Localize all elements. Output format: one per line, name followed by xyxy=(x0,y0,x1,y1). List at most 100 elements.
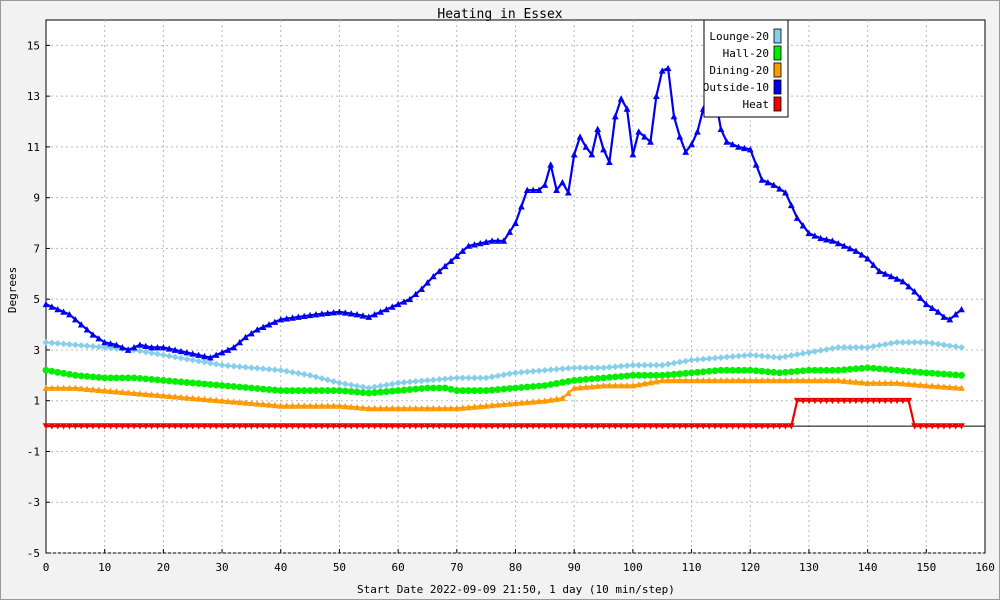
data-point xyxy=(746,146,754,153)
data-point xyxy=(535,186,543,193)
data-point xyxy=(171,423,179,430)
data-point xyxy=(101,387,109,394)
data-point xyxy=(494,401,502,408)
data-point xyxy=(829,377,836,384)
data-point xyxy=(353,403,361,411)
data-point xyxy=(482,238,490,245)
data-point xyxy=(917,338,924,346)
data-point xyxy=(42,338,50,346)
data-point xyxy=(641,371,649,379)
data-point xyxy=(694,423,701,430)
data-point xyxy=(136,374,144,382)
data-point xyxy=(846,245,854,252)
data-point xyxy=(676,423,684,430)
data-point xyxy=(506,385,514,392)
data-point xyxy=(658,361,666,369)
data-point xyxy=(682,423,690,430)
data-point xyxy=(148,344,156,351)
data-point xyxy=(647,423,654,430)
x-tick-label: 60 xyxy=(392,561,405,574)
data-point xyxy=(917,368,924,376)
data-point xyxy=(717,125,725,133)
data-point xyxy=(782,423,789,430)
data-point xyxy=(60,423,68,430)
data-point xyxy=(670,423,678,430)
data-point xyxy=(629,423,637,430)
data-point xyxy=(846,378,854,385)
data-point xyxy=(177,347,185,355)
data-point xyxy=(371,389,379,396)
data-point xyxy=(359,423,367,430)
data-point xyxy=(300,370,308,378)
data-point xyxy=(805,377,813,384)
data-point xyxy=(347,388,355,395)
data-point xyxy=(259,400,267,408)
y-tick-label: 13 xyxy=(27,90,40,103)
data-point xyxy=(277,366,285,374)
data-point xyxy=(118,388,126,395)
data-point xyxy=(535,382,543,390)
data-point xyxy=(641,133,649,140)
data-point xyxy=(864,364,872,372)
data-point xyxy=(412,423,420,430)
data-point xyxy=(588,383,596,390)
data-point xyxy=(453,252,461,259)
data-point xyxy=(400,298,408,305)
data-point xyxy=(600,423,607,430)
legend-label-outside-10: Outside-10 xyxy=(703,81,769,94)
data-point xyxy=(447,257,455,265)
data-point xyxy=(429,404,437,412)
data-point xyxy=(107,340,114,347)
data-point xyxy=(705,355,713,362)
data-point xyxy=(371,423,379,430)
data-point xyxy=(382,404,390,412)
data-point xyxy=(846,344,854,351)
data-point xyxy=(746,366,754,374)
data-point xyxy=(435,404,443,412)
legend-label-dining-20: Dining-20 xyxy=(709,64,769,77)
x-tick-label: 100 xyxy=(623,561,643,574)
data-point xyxy=(582,364,590,372)
data-point xyxy=(212,396,220,404)
data-point xyxy=(688,356,695,364)
data-point xyxy=(899,338,907,346)
data-point xyxy=(353,311,361,318)
data-point xyxy=(165,423,173,430)
data-point xyxy=(547,381,555,388)
data-point xyxy=(412,385,420,393)
data-point xyxy=(594,125,602,133)
data-point xyxy=(330,309,337,316)
data-point xyxy=(412,404,420,412)
data-point xyxy=(582,423,590,430)
data-point xyxy=(682,148,690,155)
data-point xyxy=(365,313,373,320)
data-point xyxy=(740,366,748,374)
data-point xyxy=(635,128,643,135)
data-point xyxy=(623,105,631,112)
data-point xyxy=(189,350,197,357)
data-point xyxy=(159,377,167,384)
x-tick-label: 50 xyxy=(333,561,346,574)
data-point xyxy=(893,338,901,346)
data-point xyxy=(54,423,62,430)
data-point xyxy=(242,363,249,371)
data-point xyxy=(617,423,625,430)
data-point xyxy=(705,367,713,375)
data-point xyxy=(388,387,396,395)
data-point xyxy=(189,379,197,387)
data-point xyxy=(471,423,478,430)
data-point xyxy=(858,364,866,372)
data-point xyxy=(570,151,578,158)
data-point xyxy=(48,303,56,310)
data-point xyxy=(799,222,807,229)
data-point xyxy=(852,397,860,405)
data-point xyxy=(541,181,549,188)
data-point xyxy=(77,321,85,328)
data-point xyxy=(811,377,819,384)
data-point xyxy=(606,373,613,381)
data-point xyxy=(881,379,889,386)
data-point xyxy=(324,402,332,409)
data-point xyxy=(922,423,930,430)
data-point xyxy=(858,251,866,258)
data-point xyxy=(958,384,965,391)
